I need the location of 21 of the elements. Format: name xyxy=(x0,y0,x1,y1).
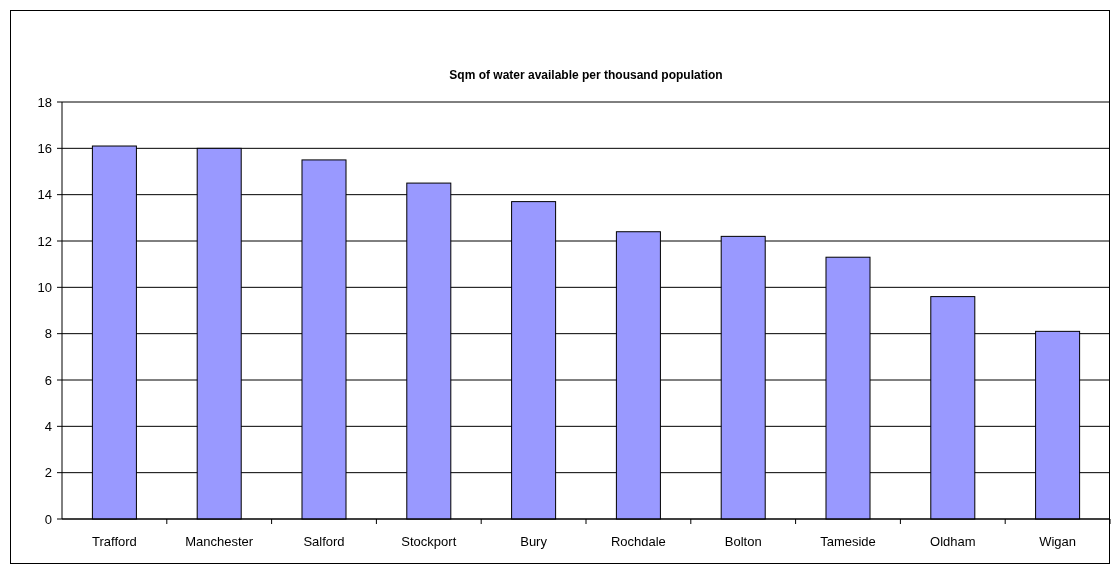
y-tick-label: 10 xyxy=(37,279,52,295)
x-tick-label: Oldham xyxy=(930,534,976,549)
x-tick-label: Tameside xyxy=(820,534,876,549)
y-tick-label: 12 xyxy=(37,233,52,249)
y-tick-label: 6 xyxy=(44,372,52,388)
x-tick-label: Wigan xyxy=(1039,534,1077,549)
y-tick-label: 4 xyxy=(44,418,52,434)
y-tick-label: 16 xyxy=(37,140,52,156)
y-tick-label: 0 xyxy=(44,511,52,527)
y-tick-label: 18 xyxy=(37,94,52,110)
x-tick-label: Salford xyxy=(303,534,345,549)
chart-title: Sqm of water available per thousand population xyxy=(449,68,723,82)
y-tick-label: 2 xyxy=(44,465,52,481)
x-tick-label: Rochdale xyxy=(610,534,666,549)
x-tick-label: Bolton xyxy=(724,534,762,549)
x-tick-label: Manchester xyxy=(185,534,254,549)
x-tick-label: Stockport xyxy=(401,534,457,549)
x-tick-label: Bury xyxy=(520,534,548,549)
y-tick-label: 8 xyxy=(44,326,52,342)
y-tick-label: 14 xyxy=(37,187,52,203)
x-tick-label: Trafford xyxy=(92,534,137,549)
